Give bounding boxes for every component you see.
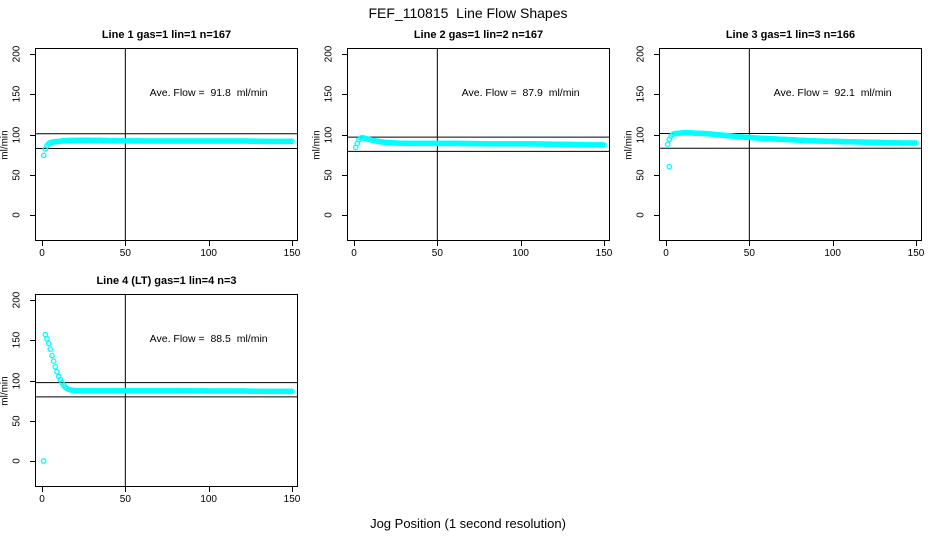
x-tick-mark	[125, 487, 127, 492]
y-tick-mark	[30, 134, 35, 136]
y-tick-label: 200	[635, 45, 647, 63]
outlier-point	[666, 163, 673, 170]
y-tick-mark	[654, 215, 659, 216]
y-tick-label: 150	[11, 85, 23, 103]
plot-svg	[35, 294, 298, 487]
x-tick-label: 0	[663, 248, 669, 259]
data-series	[40, 137, 295, 159]
x-tick-mark	[520, 241, 522, 246]
x-tick-label: 50	[431, 248, 443, 259]
plot-svg	[659, 48, 922, 241]
y-tick-mark	[30, 340, 35, 342]
x-tick-label: 0	[39, 494, 45, 505]
y-tick-label: 150	[323, 85, 335, 103]
y-axis-label: ml/min	[311, 129, 323, 160]
x-axis-outer-label: Jog Position (1 second resolution)	[370, 516, 566, 531]
y-tick-mark	[654, 134, 659, 136]
x-tick-mark	[604, 241, 605, 246]
y-tick-label: 50	[11, 169, 23, 181]
y-tick-mark	[654, 94, 659, 96]
y-tick-label: 50	[323, 169, 335, 181]
y-tick-mark	[30, 300, 35, 302]
y-tick-mark	[342, 54, 347, 56]
y-tick-mark	[342, 94, 347, 96]
x-tick-mark	[292, 241, 293, 246]
y-tick-label: 200	[11, 45, 23, 63]
data-series	[352, 134, 607, 151]
y-tick-label: 100	[11, 126, 23, 143]
y-tick-label: 100	[635, 126, 647, 143]
y-tick-label: 0	[635, 212, 647, 218]
y-axis-label: ml/min	[623, 129, 635, 160]
x-tick-label: 50	[119, 248, 131, 259]
ave-flow-annotation: Ave. Flow = 87.9 ml/min	[461, 86, 580, 99]
y-tick-label: 0	[11, 458, 23, 464]
x-tick-label: 100	[200, 494, 217, 505]
data-series	[40, 331, 295, 464]
plot-box	[35, 48, 298, 241]
y-tick-label: 50	[635, 169, 647, 181]
main-title: FEF_110815 Line Flow Shapes	[368, 5, 568, 21]
panel-title: Line 2 gas=1 lin=2 n=167	[413, 29, 544, 41]
y-axis-label: ml/min	[0, 129, 11, 160]
y-tick-mark	[30, 215, 35, 216]
x-tick-mark	[354, 241, 355, 246]
x-tick-mark	[437, 241, 439, 246]
y-tick-mark	[342, 174, 347, 176]
y-tick-label: 0	[11, 212, 23, 218]
x-tick-mark	[916, 241, 917, 246]
ave-flow-annotation: Ave. Flow = 88.5 ml/min	[149, 332, 268, 345]
y-tick-mark	[30, 174, 35, 176]
x-tick-label: 50	[743, 248, 755, 259]
x-tick-label: 0	[351, 248, 357, 259]
y-tick-label: 0	[323, 212, 335, 218]
outlier-point	[40, 458, 47, 464]
y-tick-mark	[30, 54, 35, 56]
x-tick-label: 150	[283, 248, 301, 259]
x-tick-mark	[42, 241, 43, 246]
x-tick-mark	[666, 241, 667, 246]
x-tick-label: 50	[119, 494, 131, 505]
x-tick-label: 100	[824, 248, 841, 259]
y-tick-mark	[654, 174, 659, 176]
y-tick-mark	[654, 54, 659, 56]
plot-svg	[35, 48, 298, 241]
x-tick-mark	[749, 241, 751, 246]
x-tick-mark	[208, 487, 210, 492]
y-tick-label: 150	[635, 85, 647, 103]
x-tick-mark	[125, 241, 127, 246]
y-tick-label: 50	[11, 415, 23, 427]
panel-title: Line 3 gas=1 lin=3 n=166	[725, 29, 856, 41]
x-tick-label: 150	[595, 248, 613, 259]
y-tick-mark	[342, 215, 347, 216]
x-tick-label: 150	[907, 248, 925, 259]
data-series	[664, 130, 919, 170]
y-tick-mark	[30, 380, 35, 382]
x-tick-label: 100	[512, 248, 529, 259]
plot-svg	[347, 48, 610, 241]
x-tick-label: 100	[200, 248, 217, 259]
y-tick-mark	[30, 94, 35, 96]
x-tick-mark	[292, 487, 293, 492]
y-tick-mark	[30, 420, 35, 422]
y-tick-label: 150	[11, 331, 23, 349]
x-tick-mark	[832, 241, 834, 246]
panel-title: Line 4 (LT) gas=1 lin=4 n=3	[96, 275, 237, 287]
y-tick-label: 100	[323, 126, 335, 143]
x-tick-label: 150	[283, 494, 301, 505]
ave-flow-annotation: Ave. Flow = 91.8 ml/min	[149, 86, 268, 99]
panel-title: Line 1 gas=1 lin=1 n=167	[101, 29, 232, 41]
y-tick-mark	[342, 134, 347, 136]
x-tick-mark	[208, 241, 210, 246]
ave-flow-annotation: Ave. Flow = 92.1 ml/min	[773, 86, 892, 99]
x-tick-mark	[42, 487, 43, 492]
y-axis-label: ml/min	[0, 375, 11, 406]
x-tick-label: 0	[39, 248, 45, 259]
y-tick-label: 100	[11, 372, 23, 389]
y-tick-label: 200	[323, 45, 335, 63]
y-tick-mark	[30, 461, 35, 462]
y-tick-label: 200	[11, 291, 23, 309]
